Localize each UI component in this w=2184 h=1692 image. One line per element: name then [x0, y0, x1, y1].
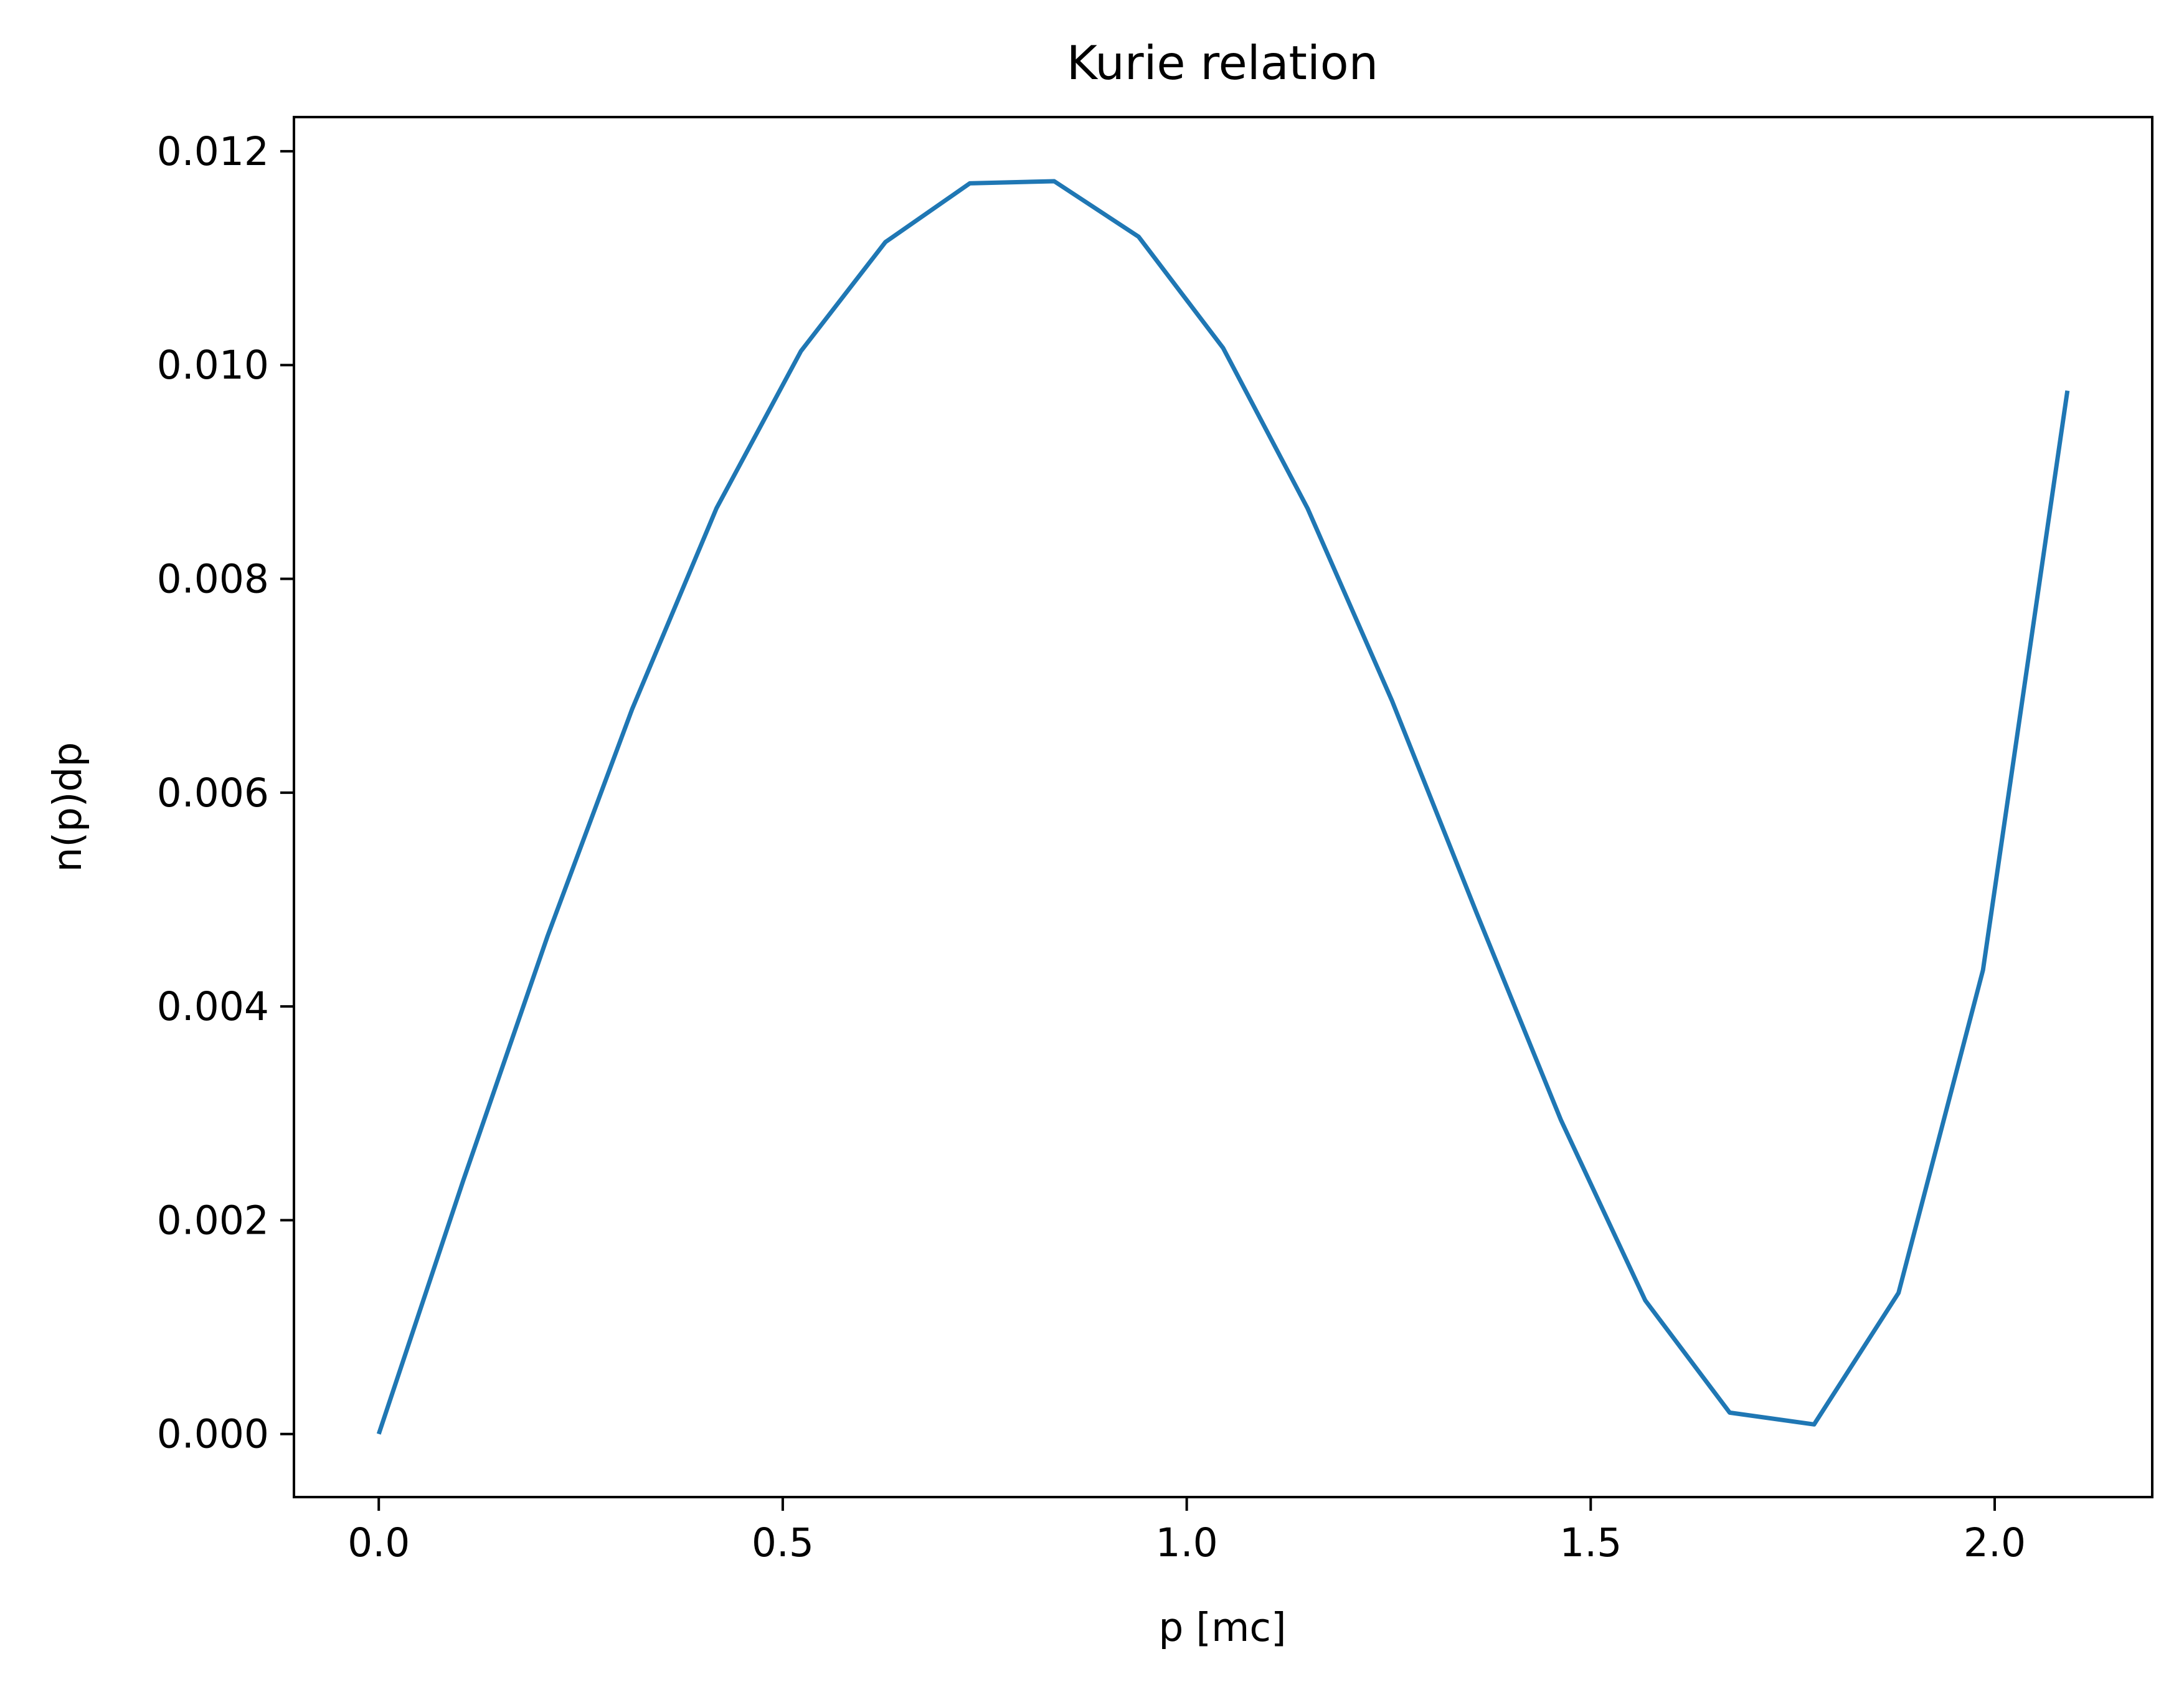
- y-tick-label: 0.000: [157, 1412, 269, 1457]
- x-axis-label: p [mc]: [1158, 1605, 1286, 1650]
- x-tick-label: 2.0: [1964, 1520, 2026, 1566]
- x-tick-label: 0.0: [347, 1520, 410, 1566]
- plot-area: [293, 116, 2153, 1498]
- x-tick-label: 1.5: [1559, 1520, 1622, 1566]
- y-tick-label: 0.002: [157, 1198, 269, 1243]
- y-tick-label: 0.010: [157, 343, 269, 388]
- y-tick-label: 0.008: [157, 557, 269, 602]
- x-tick-label: 1.0: [1156, 1520, 1218, 1566]
- plot-frame: [293, 116, 2153, 1498]
- x-axis: 0.0 0.5 1.0 1.5 2.0: [347, 1497, 2026, 1566]
- series-line: [376, 179, 2070, 1435]
- chart-title: Kurie relation: [1067, 35, 1378, 90]
- y-axis-label: n(p)dp: [45, 742, 90, 872]
- y-tick-label: 0.012: [157, 129, 269, 174]
- y-axis: 0.000 0.002 0.004 0.006 0.008 0.010 0.012: [157, 129, 294, 1457]
- plot-background: [294, 117, 2152, 1497]
- series-layer: [376, 179, 2070, 1435]
- y-tick-label: 0.004: [157, 984, 269, 1029]
- x-tick-label: 0.5: [752, 1520, 814, 1566]
- y-tick-label: 0.006: [157, 770, 269, 816]
